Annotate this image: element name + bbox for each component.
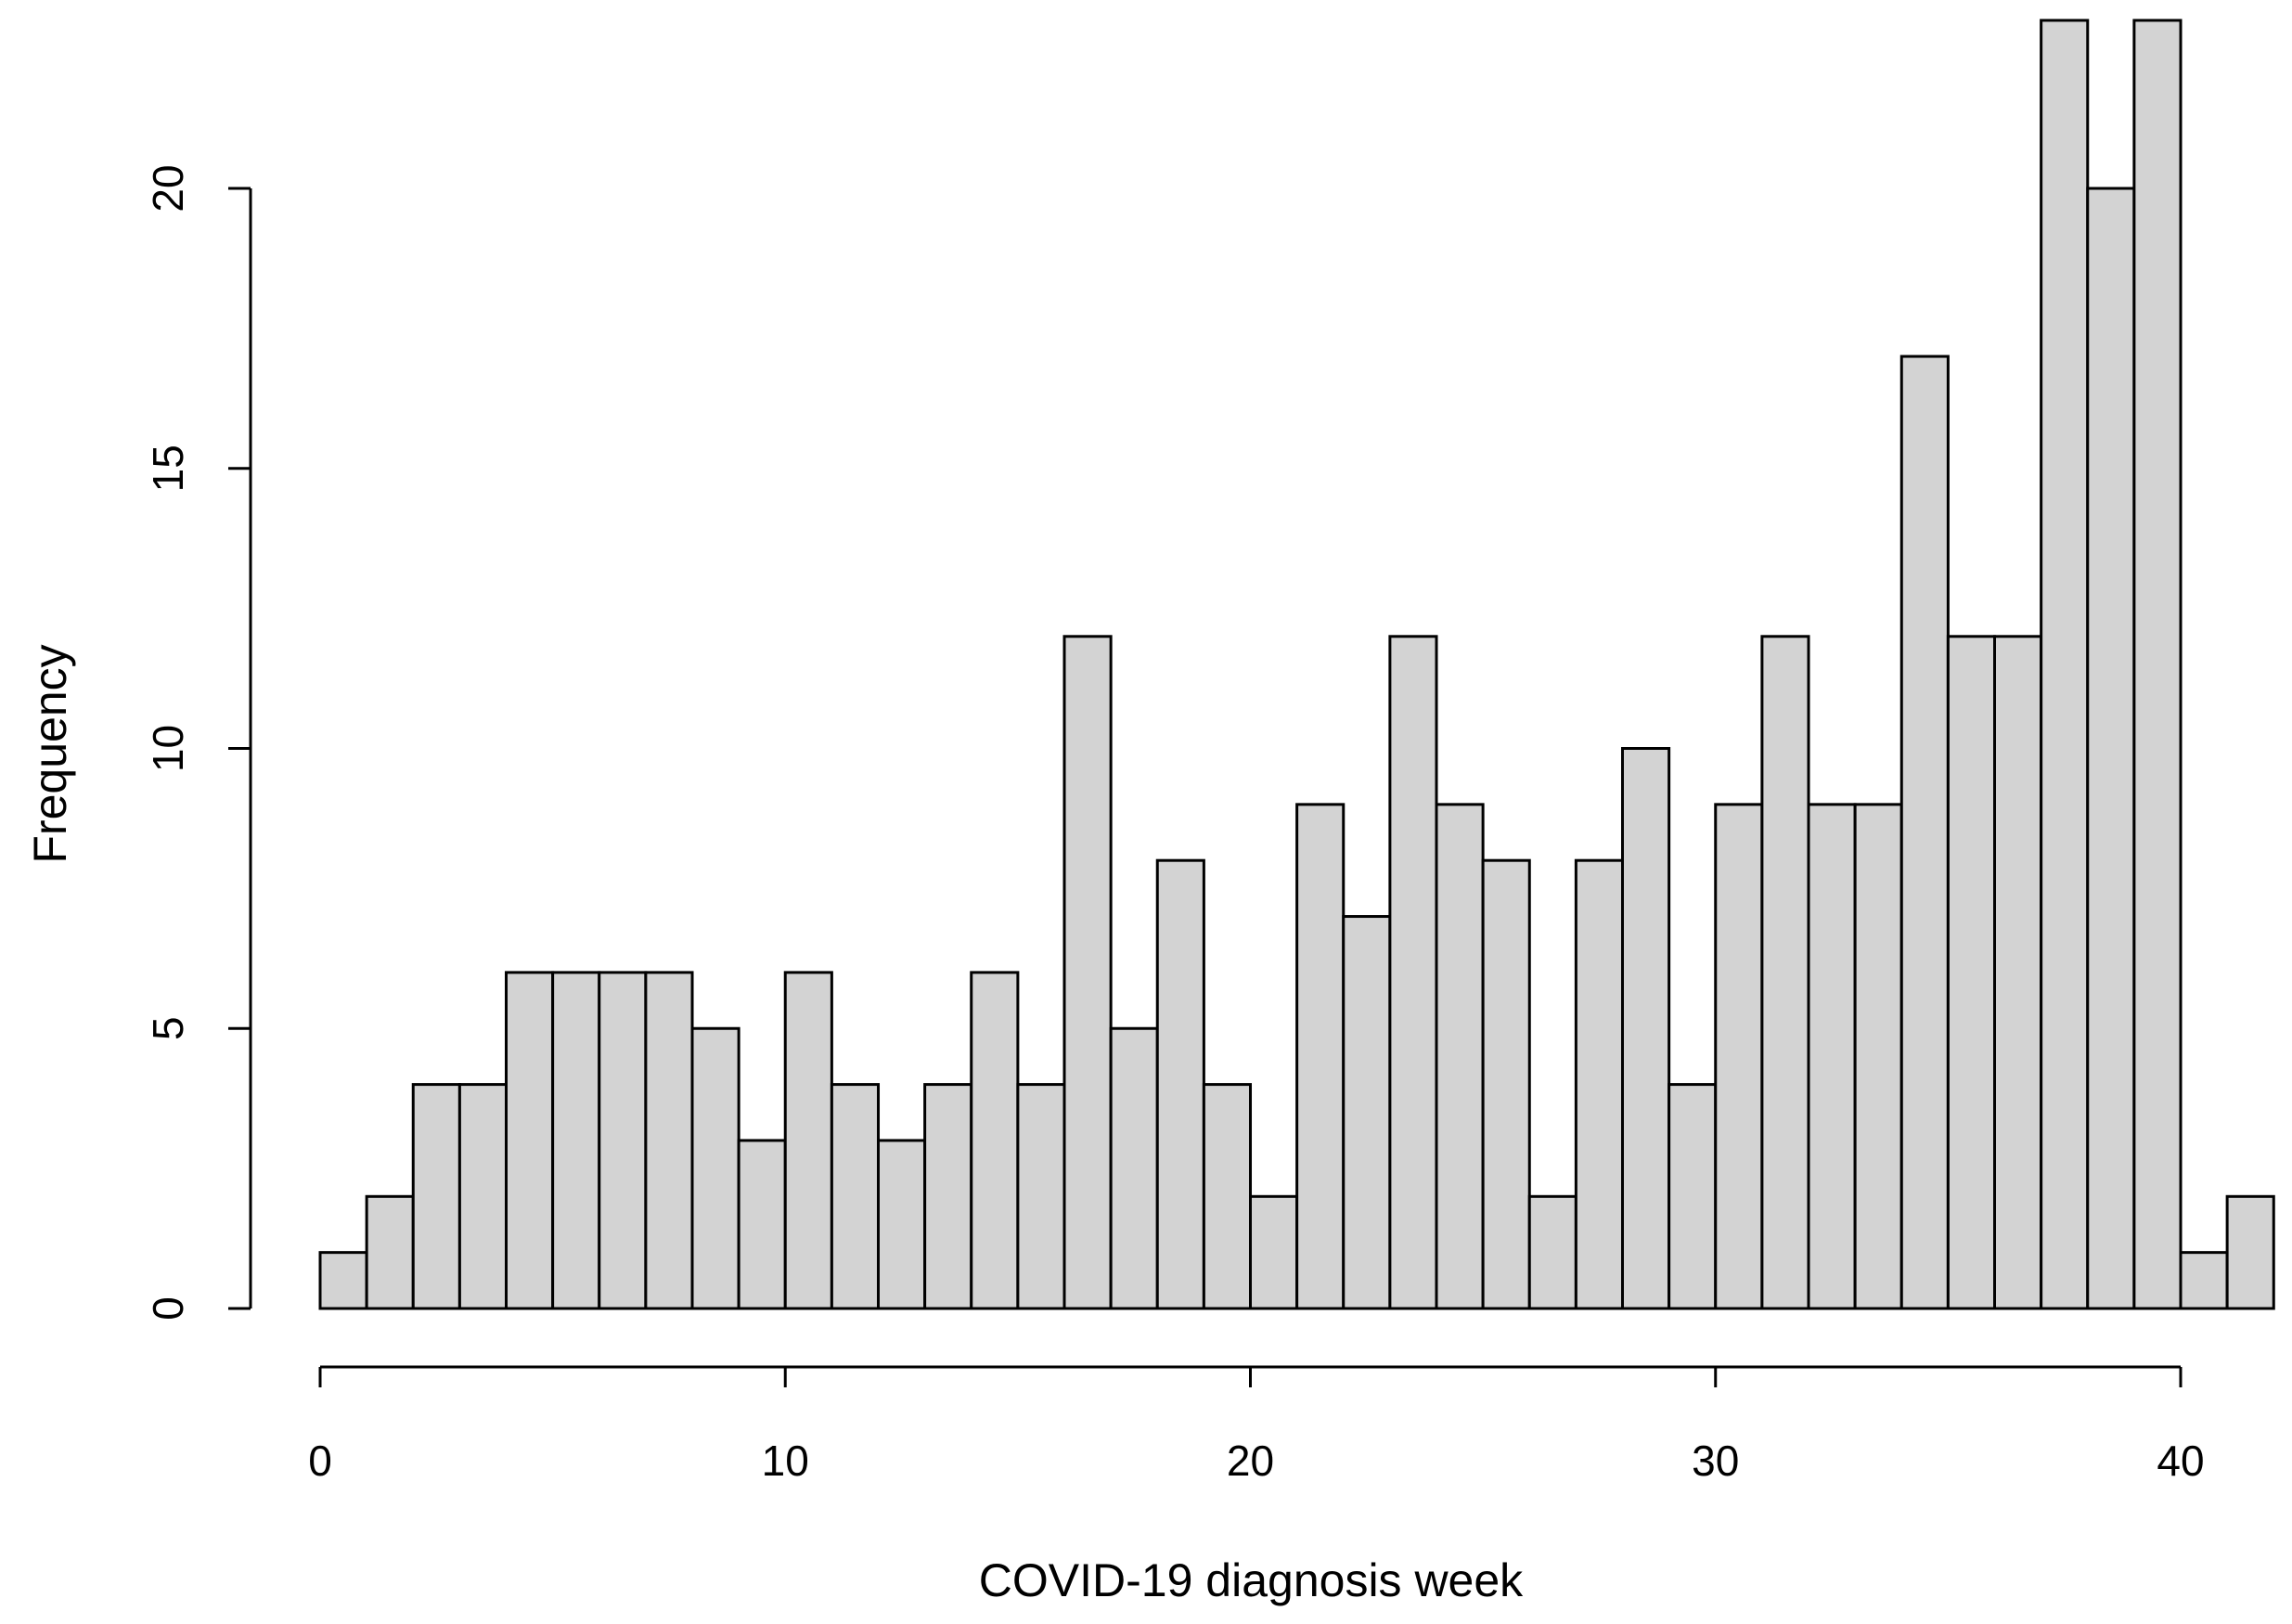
histogram-bar	[1714, 803, 1764, 1310]
histogram-bar	[1109, 1026, 1159, 1310]
histogram-bar	[1760, 635, 1810, 1310]
histogram-bar	[1342, 915, 1392, 1310]
histogram-bar	[2132, 19, 2183, 1310]
histogram-bar	[644, 971, 694, 1310]
histogram-bar	[1388, 635, 1438, 1310]
y-tick-label: 15	[144, 445, 192, 492]
histogram-bar	[457, 1083, 509, 1310]
histogram-bar	[1527, 1194, 1577, 1310]
bars-layer	[318, 19, 2275, 1310]
x-tick-label: 20	[1227, 1437, 1274, 1485]
y-tick-label: 20	[144, 164, 192, 212]
histogram-bar	[1295, 803, 1346, 1310]
histogram-bar	[2086, 187, 2136, 1310]
x-axis-title: COVID-19 diagnosis week	[979, 1554, 1524, 1606]
histogram-bar	[598, 971, 648, 1310]
histogram-bar	[690, 1026, 740, 1310]
histogram-bar	[551, 971, 601, 1310]
histogram-bar	[1993, 635, 2043, 1310]
histogram-bar	[1481, 858, 1531, 1310]
x-tick-label: 40	[2157, 1437, 2204, 1485]
histogram-bar	[505, 971, 555, 1310]
y-tick-label: 0	[144, 1296, 192, 1321]
histogram-bar	[2179, 1251, 2229, 1310]
y-axis: 0 5 10 15 20	[144, 164, 252, 1321]
histogram-bar	[830, 1083, 881, 1310]
histogram-bar	[1435, 803, 1485, 1310]
histogram-bar	[1062, 635, 1113, 1310]
histogram-bar	[1853, 803, 1903, 1310]
x-axis: 0 10 20 30 40	[308, 1365, 2205, 1485]
histogram-bar	[2040, 19, 2090, 1310]
histogram-bar	[923, 1083, 973, 1310]
x-tick-label: 10	[762, 1437, 809, 1485]
x-tick-label: 30	[1692, 1437, 1739, 1485]
histogram-bar	[1155, 858, 1205, 1310]
y-tick-label: 10	[144, 725, 192, 772]
histogram-bar	[1899, 354, 1950, 1310]
histogram-bar	[1016, 1083, 1066, 1310]
y-tick-label: 5	[144, 1016, 192, 1040]
histogram-bar	[1667, 1083, 1718, 1310]
histogram-bar	[2225, 1194, 2275, 1310]
y-axis-title: Frequency	[24, 644, 76, 863]
histogram-bar	[1621, 747, 1671, 1310]
histogram-bar	[1202, 1083, 1253, 1310]
histogram-bar	[411, 1083, 461, 1310]
x-tick-label: 0	[308, 1437, 332, 1485]
histogram-bar	[318, 1251, 368, 1310]
histogram-bar	[1946, 635, 1997, 1310]
histogram-bar	[877, 1139, 927, 1310]
histogram-bar	[1249, 1194, 1299, 1310]
histogram-bar	[970, 971, 1020, 1310]
histogram-bar	[1807, 803, 1857, 1310]
histogram-bar	[783, 971, 833, 1310]
histogram-bar	[737, 1139, 787, 1310]
histogram-bar	[1574, 858, 1625, 1310]
histogram-bar	[365, 1194, 415, 1310]
